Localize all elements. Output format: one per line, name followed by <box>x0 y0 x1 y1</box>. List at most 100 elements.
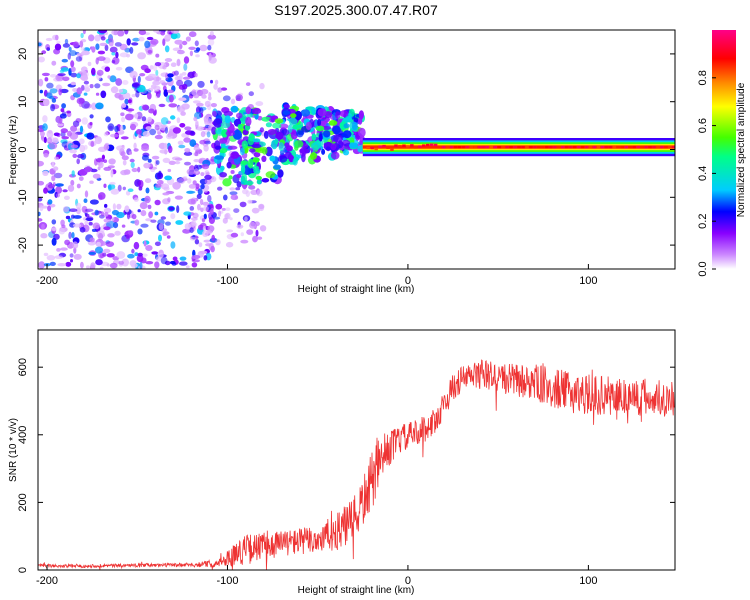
heatmap-cell <box>107 75 111 79</box>
heatmap-cell <box>252 138 261 143</box>
heatmap-cell <box>351 121 358 131</box>
heatmap-cell <box>73 215 82 219</box>
heatmap-cell <box>292 124 300 130</box>
heatmap-cell <box>230 194 238 201</box>
heatmap-cell <box>114 42 122 47</box>
heatmap-cell <box>196 193 202 200</box>
heatmap-cell <box>72 41 80 48</box>
heatmap-cell <box>111 209 120 216</box>
heatmap-cell <box>45 44 50 51</box>
heatmap-cell <box>206 131 211 138</box>
heatmap-cell <box>212 216 221 220</box>
heatmap-line-core <box>580 145 585 149</box>
heatmap-cell <box>342 130 352 139</box>
heatmap-cell <box>240 160 249 165</box>
heatmap-cell <box>273 164 282 170</box>
heatmap-cell <box>125 113 134 121</box>
heatmap-cell <box>333 134 343 143</box>
heatmap-cell <box>222 217 228 224</box>
heatmap-cell <box>38 211 41 217</box>
heatmap-cell <box>173 70 179 76</box>
heatmap-cell <box>116 203 122 210</box>
heatmap-line-core <box>564 145 569 149</box>
heatmap-cell <box>259 127 264 133</box>
heatmap-cell <box>129 46 134 54</box>
heatmap-cell <box>75 202 82 210</box>
heatmap-cell <box>146 36 154 41</box>
heatmap-cell <box>358 110 364 120</box>
heatmap-cell <box>222 95 231 102</box>
heatmap-cell <box>89 121 93 126</box>
heatmap-cell <box>154 134 163 140</box>
heatmap-cell <box>215 238 221 246</box>
heatmap-cell <box>193 116 198 122</box>
heatmap-cell <box>47 205 52 212</box>
heatmap-cell <box>53 166 59 171</box>
heatmap-cell <box>131 213 137 220</box>
heatmap-cell <box>160 216 166 220</box>
heatmap-cell <box>217 87 223 93</box>
heatmap-cell <box>179 256 187 261</box>
heatmap-cell <box>83 144 88 150</box>
heatmap-cell <box>109 75 117 83</box>
heatmap-cell <box>290 113 297 118</box>
heatmap-cell <box>115 78 123 86</box>
heatmap-cell <box>328 120 338 126</box>
heatmap-cell <box>145 218 153 222</box>
snr-y-ticks: 0 200 400 600 <box>17 358 675 573</box>
heatmap-cell <box>46 92 53 99</box>
heatmap-cell <box>67 184 75 192</box>
heatmap-line-core <box>382 144 386 148</box>
heatmap-cell <box>279 149 285 156</box>
heatmap-cell <box>227 145 238 150</box>
heatmap-cell <box>39 89 43 94</box>
heatmap-cell <box>53 172 63 179</box>
heatmap-cell <box>170 213 176 220</box>
heatmap-cell <box>341 139 351 147</box>
heatmap-cell <box>110 169 114 178</box>
heatmap-cell <box>188 46 196 50</box>
heatmap-cell <box>256 179 262 185</box>
heatmap-line-core <box>473 145 478 149</box>
heatmap-cell <box>174 76 180 81</box>
heatmap-cell <box>70 81 76 86</box>
heatmap-cell <box>183 56 190 64</box>
heatmap-cell <box>215 203 223 210</box>
heatmap-cell <box>134 252 139 257</box>
y-tick-label: -10 <box>17 189 29 205</box>
heatmap-cell <box>92 173 101 179</box>
heatmap-cell <box>300 109 310 117</box>
heatmap-cell <box>98 161 104 169</box>
heatmap-cell <box>164 58 173 62</box>
heatmap-cell <box>178 97 187 101</box>
heatmap-line-core <box>576 145 581 149</box>
heatmap-cell <box>174 195 183 200</box>
heatmap-cell <box>197 188 203 195</box>
heatmap-cell <box>188 184 197 189</box>
heatmap-cell <box>357 145 363 153</box>
heatmap-cell <box>126 234 130 240</box>
heatmap-cell <box>50 103 56 112</box>
heatmap-cell <box>145 126 152 131</box>
heatmap-cell <box>59 113 67 119</box>
heatmap-cell <box>255 229 259 237</box>
heatmap-cell <box>136 254 144 263</box>
heatmap-cell <box>63 206 69 213</box>
heatmap-cell <box>70 179 75 186</box>
heatmap-cell <box>235 187 241 191</box>
heatmap-cell <box>206 230 213 235</box>
heatmap-cell <box>120 136 129 140</box>
heatmap-cell <box>46 130 54 139</box>
heatmap-cell <box>128 151 133 155</box>
heatmap-cell <box>150 168 156 173</box>
heatmap-cell <box>112 203 116 211</box>
heatmap-cell <box>201 163 210 170</box>
heatmap-cell <box>129 158 135 163</box>
heatmap-cell <box>200 131 206 138</box>
heatmap-cell <box>145 187 150 194</box>
heatmap-cell <box>204 178 212 185</box>
x-tick-label: 100 <box>579 275 597 287</box>
heatmap-line-core <box>429 143 434 146</box>
heatmap-cell <box>61 58 68 63</box>
heatmap-cell <box>149 128 157 136</box>
